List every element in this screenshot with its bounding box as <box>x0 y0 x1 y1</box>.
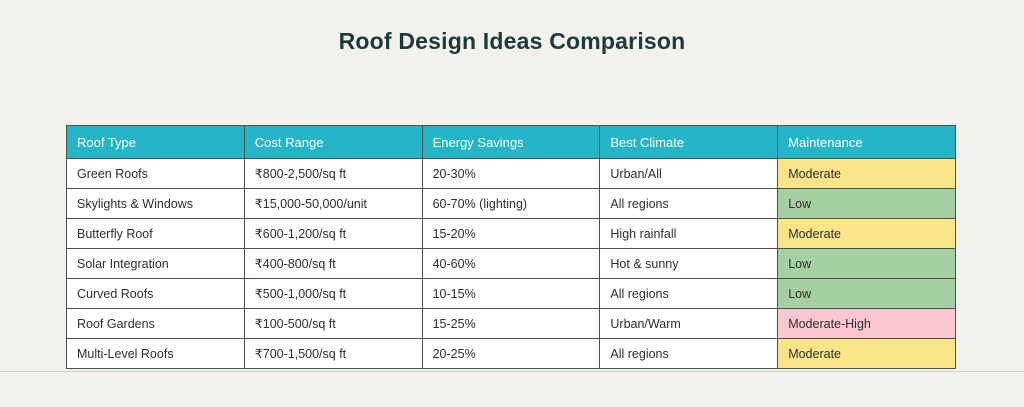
cell-cost-range: ₹15,000-50,000/unit <box>243 188 423 219</box>
cell-maintenance: Moderate <box>777 218 956 249</box>
table-body: Green Roofs ₹800-2,500/sq ft 20-30% Urban/A… <box>66 158 956 369</box>
bottom-divider <box>0 371 1024 372</box>
roof-comparison-table: Roof Type Cost Range Energy Savings Best Cl… <box>66 125 956 369</box>
cell-energy-savings: 40-60% <box>421 248 601 279</box>
table-header-row: Roof Type Cost Range Energy Savings Best Cl… <box>66 125 956 159</box>
cell-roof-type: Solar Integration <box>66 248 245 279</box>
cell-maintenance: Moderate-High <box>777 308 956 339</box>
column-header-best-climate: Best Climate <box>599 125 779 159</box>
cell-roof-type: Roof Gardens <box>66 308 245 339</box>
table-row: Multi-Level Roofs ₹700-1,500/sq ft 20-25% A… <box>66 338 956 369</box>
cell-energy-savings: 15-20% <box>421 218 601 249</box>
cell-cost-range: ₹400-800/sq ft <box>243 248 423 279</box>
cell-cost-range: ₹800-2,500/sq ft <box>243 158 423 189</box>
cell-roof-type: Green Roofs <box>66 158 245 189</box>
cell-best-climate: All regions <box>599 338 779 369</box>
cell-energy-savings: 60-70% (lighting) <box>421 188 601 219</box>
table-row: Skylights & Windows ₹15,000-50,000/unit 60… <box>66 188 956 219</box>
page-title: Roof Design Ideas Comparison <box>338 28 686 54</box>
table-row: Roof Gardens ₹100-500/sq ft 15-25% Urban/Wa… <box>66 308 956 339</box>
cell-maintenance: Moderate <box>777 338 956 369</box>
cell-roof-type: Skylights & Windows <box>66 188 245 219</box>
cell-maintenance: Moderate <box>777 158 956 189</box>
column-header-cost-range: Cost Range <box>243 125 423 159</box>
cell-maintenance: Low <box>777 248 956 279</box>
cell-roof-type: Multi-Level Roofs <box>66 338 245 369</box>
cell-energy-savings: 20-30% <box>421 158 601 189</box>
cell-roof-type: Butterfly Roof <box>66 218 245 249</box>
cell-best-climate: All regions <box>599 188 779 219</box>
column-header-energy-savings: Energy Savings <box>421 125 601 159</box>
cell-cost-range: ₹500-1,000/sq ft <box>243 278 423 309</box>
cell-maintenance: Low <box>777 278 956 309</box>
cell-energy-savings: 20-25% <box>421 338 601 369</box>
cell-cost-range: ₹100-500/sq ft <box>243 308 423 339</box>
cell-best-climate: Hot & sunny <box>599 248 779 279</box>
cell-roof-type: Curved Roofs <box>66 278 245 309</box>
table-row: Butterfly Roof ₹600-1,200/sq ft 15-20% High… <box>66 218 956 249</box>
cell-energy-savings: 10-15% <box>421 278 601 309</box>
cell-cost-range: ₹600-1,200/sq ft <box>243 218 423 249</box>
cell-maintenance: Low <box>777 188 956 219</box>
cell-best-climate: High rainfall <box>599 218 779 249</box>
table-row: Curved Roofs ₹500-1,000/sq ft 10-15% All re… <box>66 278 956 309</box>
cell-best-climate: Urban/All <box>599 158 779 189</box>
cell-best-climate: Urban/Warm <box>599 308 779 339</box>
cell-energy-savings: 15-25% <box>421 308 601 339</box>
column-header-maintenance: Maintenance <box>777 125 956 159</box>
table-row: Solar Integration ₹400-800/sq ft 40-60% Hot… <box>66 248 956 279</box>
table-header: Roof Type Cost Range Energy Savings Best Cl… <box>66 125 956 159</box>
cell-cost-range: ₹700-1,500/sq ft <box>243 338 423 369</box>
table-row: Green Roofs ₹800-2,500/sq ft 20-30% Urban/A… <box>66 158 956 189</box>
column-header-roof-type: Roof Type <box>66 125 245 159</box>
cell-best-climate: All regions <box>599 278 779 309</box>
